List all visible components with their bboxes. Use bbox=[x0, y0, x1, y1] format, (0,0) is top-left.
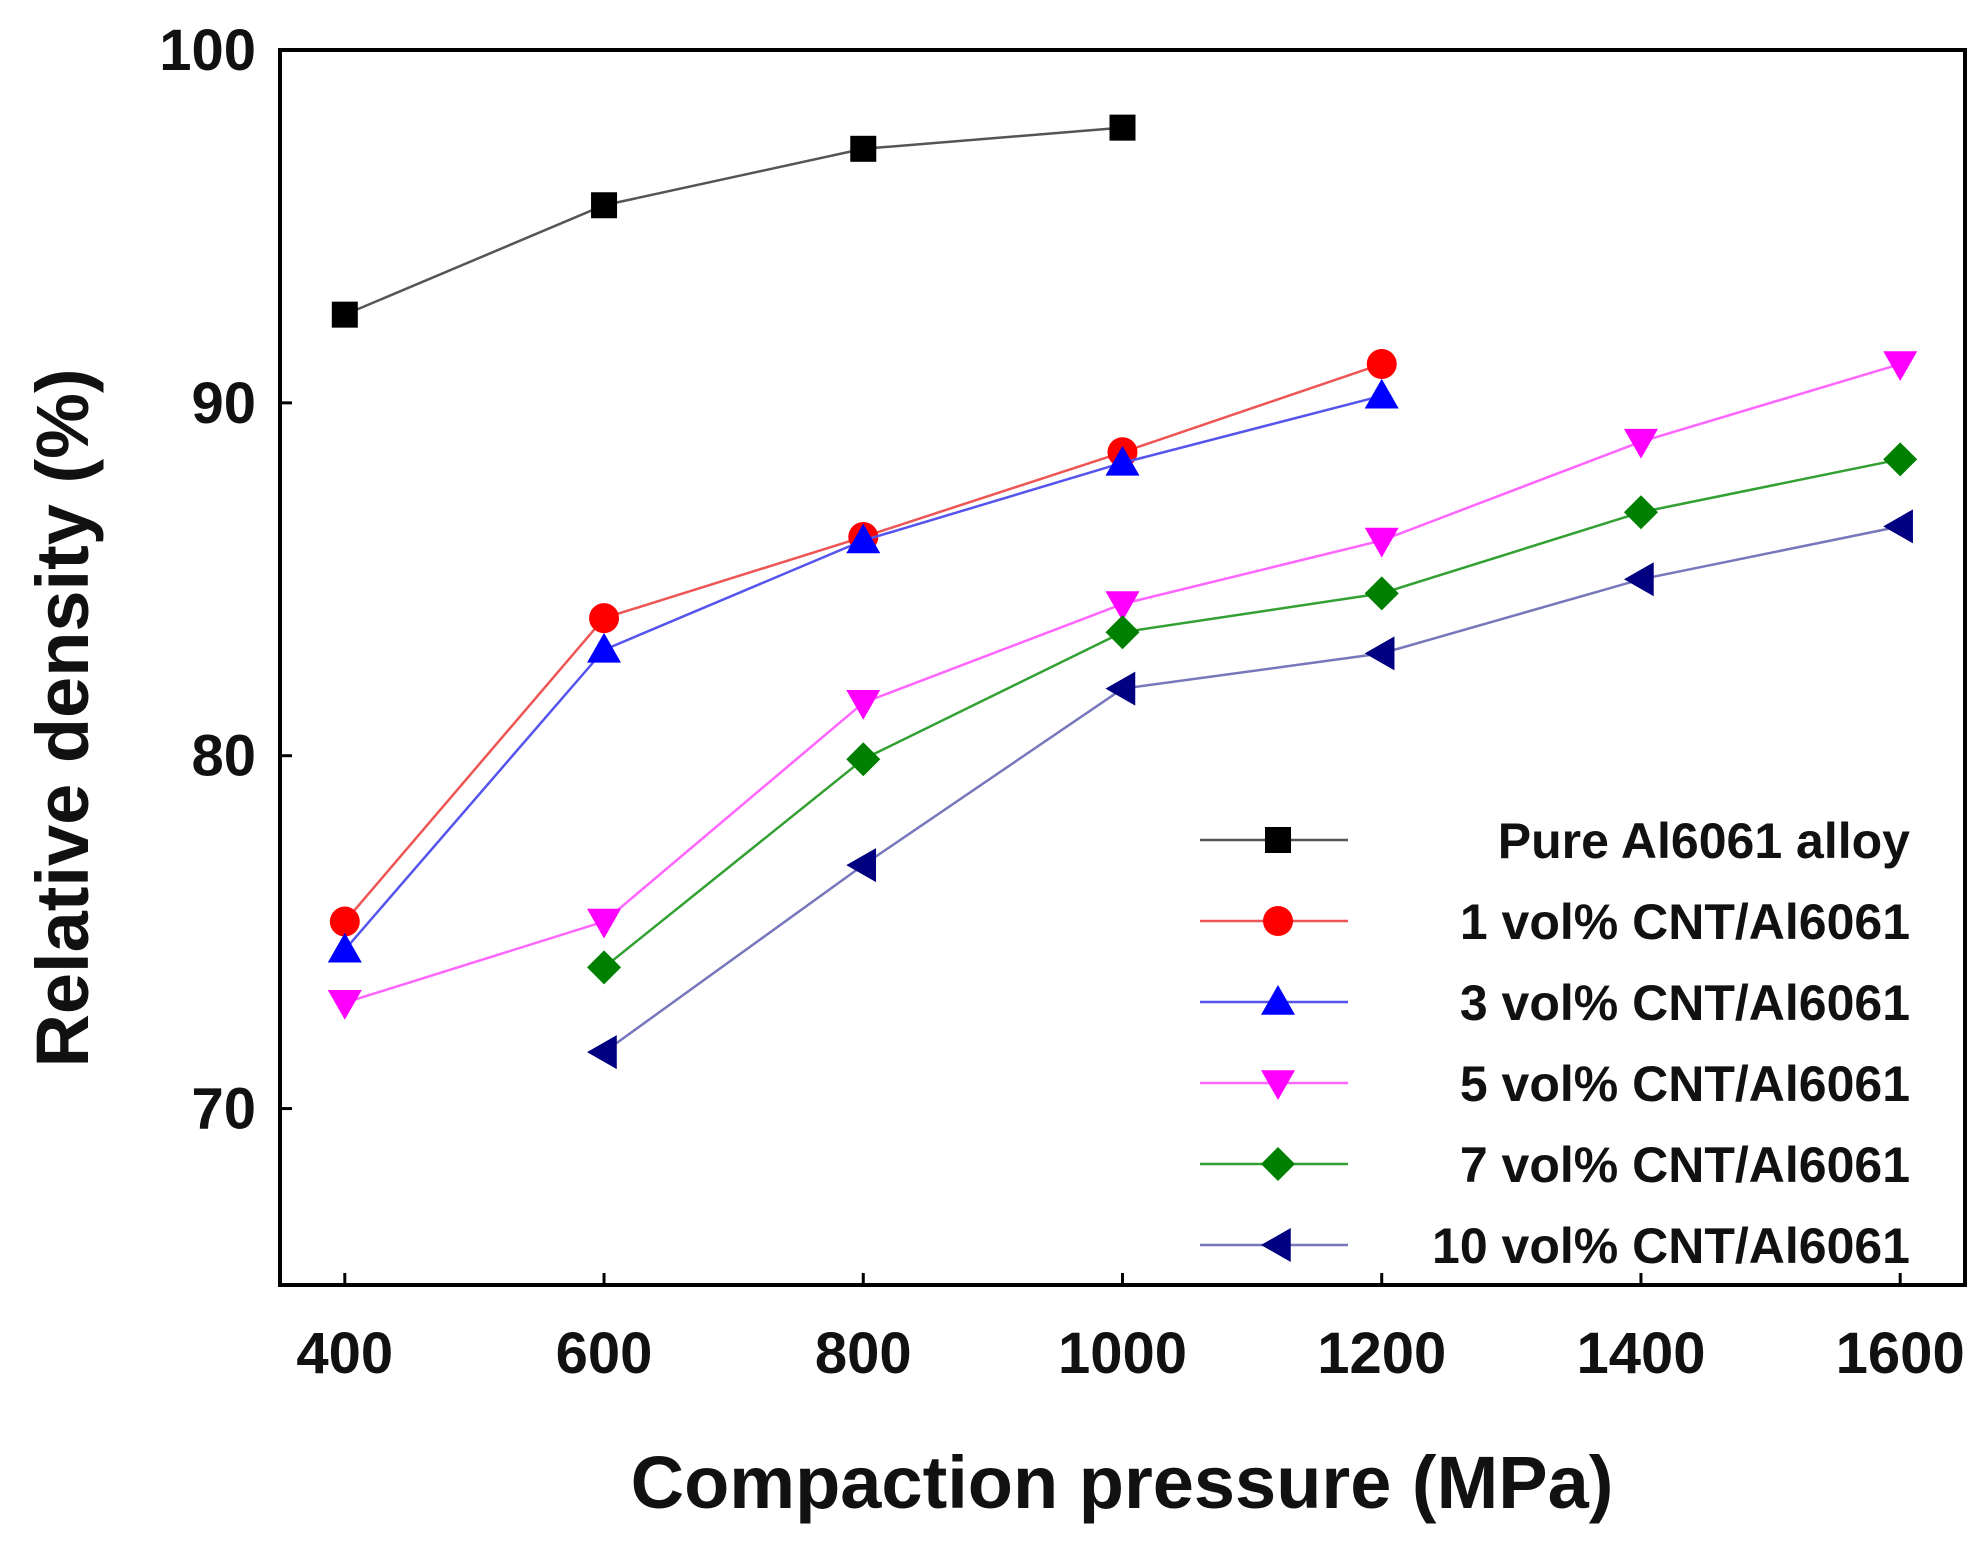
x-tick-label: 1200 bbox=[1317, 1321, 1446, 1386]
legend: Pure Al6061 alloy 1 vol% CNT/Al6061 3 vol%… bbox=[1200, 813, 1910, 1274]
legend-label: 1 vol% CNT/Al6061 bbox=[1460, 894, 1910, 950]
x-tick-label: 1000 bbox=[1058, 1321, 1187, 1386]
legend-label: 3 vol% CNT/Al6061 bbox=[1460, 975, 1910, 1031]
series-1 bbox=[331, 114, 1136, 328]
y-axis-title: Relative density (%) bbox=[21, 368, 104, 1067]
data-point bbox=[1883, 351, 1918, 382]
data-point bbox=[587, 1035, 617, 1070]
series-3 bbox=[327, 378, 1399, 963]
data-point bbox=[846, 523, 881, 554]
data-point bbox=[589, 603, 620, 634]
series-4 bbox=[327, 351, 1918, 1020]
data-point bbox=[1105, 615, 1140, 650]
data-point bbox=[1883, 509, 1913, 544]
legend-item: 10 vol% CNT/Al6061 bbox=[1200, 1218, 1910, 1274]
data-point bbox=[587, 950, 622, 985]
data-point bbox=[846, 690, 881, 720]
legend-label: 10 vol% CNT/Al6061 bbox=[1432, 1218, 1910, 1274]
legend-marker bbox=[1263, 906, 1293, 936]
data-point bbox=[587, 632, 622, 663]
data-point bbox=[1623, 562, 1654, 597]
data-point bbox=[1364, 527, 1399, 558]
y-tick-label: 80 bbox=[191, 724, 256, 789]
data-point bbox=[1366, 349, 1397, 380]
data-point bbox=[327, 932, 362, 963]
legend-label: 7 vol% CNT/Al6061 bbox=[1460, 1137, 1910, 1193]
legend-item: 5 vol% CNT/Al6061 bbox=[1200, 1056, 1910, 1112]
legend-marker bbox=[1261, 1147, 1295, 1181]
data-point bbox=[846, 848, 877, 883]
y-tick-label: 90 bbox=[191, 371, 256, 436]
x-axis: 400 600 800 1000 1200 1400 1600 bbox=[296, 1273, 1965, 1386]
series-line bbox=[344, 126, 1123, 316]
data-point bbox=[327, 989, 362, 1020]
data-point bbox=[1623, 428, 1658, 459]
data-point bbox=[1105, 445, 1140, 476]
y-tick-label: 70 bbox=[191, 1077, 256, 1142]
data-point bbox=[1364, 378, 1399, 409]
legend-label: 5 vol% CNT/Al6061 bbox=[1460, 1056, 1910, 1112]
legend-marker bbox=[1261, 1228, 1291, 1262]
legend-marker bbox=[1261, 1070, 1295, 1100]
data-point bbox=[331, 301, 358, 328]
legend-label: Pure Al6061 alloy bbox=[1498, 813, 1910, 869]
data-point bbox=[1364, 576, 1399, 611]
series-6 bbox=[587, 509, 1913, 1070]
legend-marker bbox=[1265, 827, 1291, 853]
x-tick-label: 600 bbox=[556, 1321, 653, 1386]
data-point bbox=[850, 135, 877, 162]
data-point bbox=[1105, 671, 1136, 706]
data-point bbox=[1109, 114, 1136, 141]
series-layer bbox=[327, 114, 1918, 1070]
legend-item: 3 vol% CNT/Al6061 bbox=[1200, 975, 1910, 1031]
data-point bbox=[1105, 591, 1140, 621]
data-point bbox=[1364, 636, 1395, 671]
series-5 bbox=[587, 442, 1918, 985]
data-point bbox=[329, 906, 360, 937]
data-point bbox=[591, 192, 618, 219]
x-tick-label: 800 bbox=[815, 1321, 912, 1386]
y-axis: 70 80 90 100 bbox=[159, 18, 292, 1142]
data-point bbox=[846, 742, 881, 777]
data-point bbox=[587, 908, 622, 939]
data-point bbox=[1883, 442, 1918, 477]
x-tick-label: 1600 bbox=[1836, 1321, 1965, 1386]
series-line bbox=[603, 458, 1901, 969]
data-point bbox=[1623, 495, 1658, 530]
series-line bbox=[603, 525, 1901, 1054]
legend-item: Pure Al6061 alloy bbox=[1200, 813, 1910, 869]
legend-item: 1 vol% CNT/Al6061 bbox=[1200, 894, 1910, 950]
legend-item: 7 vol% CNT/Al6061 bbox=[1200, 1137, 1910, 1193]
x-axis-title: Compaction pressure (MPa) bbox=[631, 1441, 1614, 1524]
legend-marker bbox=[1261, 985, 1295, 1015]
y-tick-label: 100 bbox=[159, 18, 256, 83]
x-tick-label: 1400 bbox=[1576, 1321, 1705, 1386]
x-tick-label: 400 bbox=[296, 1321, 393, 1386]
